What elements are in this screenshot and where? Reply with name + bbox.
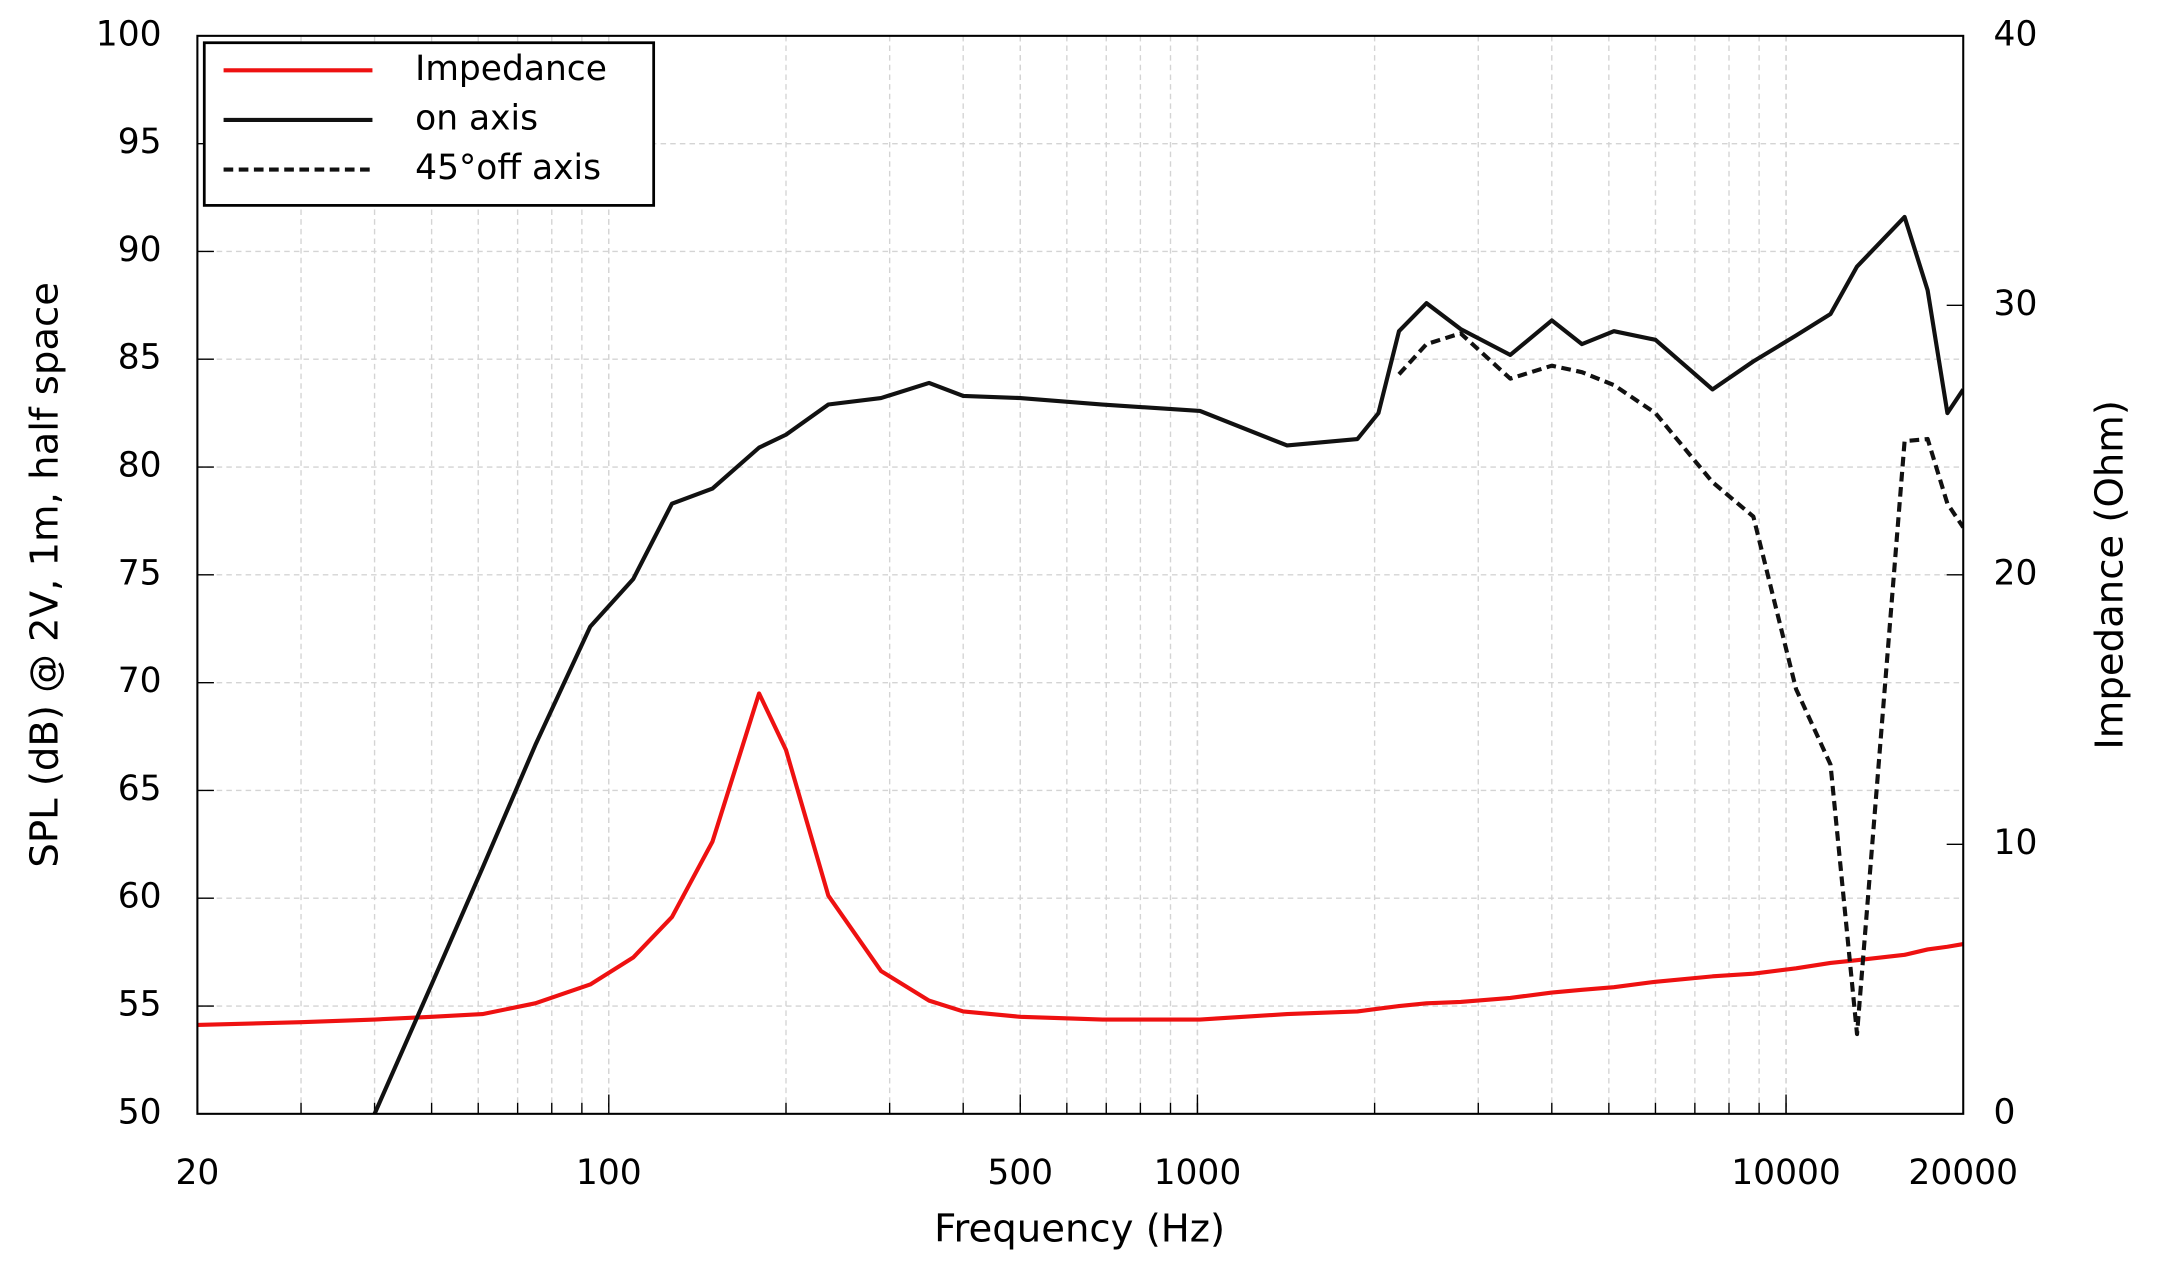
y-tick-label: 60: [118, 877, 162, 917]
legend-label: 45°off axis: [415, 148, 601, 188]
y-tick-label: 85: [118, 338, 162, 378]
y-tick-label: 50: [118, 1092, 162, 1132]
x-tick-label: 500: [987, 1153, 1053, 1193]
x-tick-label: 1000: [1154, 1153, 1242, 1193]
y-tick-label: 65: [118, 769, 162, 809]
y-tick-label: 80: [118, 446, 162, 486]
y-tick-label: 95: [118, 122, 162, 162]
x-tick-label: 20: [175, 1153, 219, 1193]
y-tick-label: 55: [118, 985, 162, 1025]
y-tick-label: 70: [118, 661, 162, 701]
y2-tick-label: 40: [1994, 14, 2038, 54]
plot-frame: [196, 34, 1965, 1115]
x-axis-title: Frequency (Hz): [934, 1206, 1225, 1251]
y-tick-label: 90: [118, 230, 162, 270]
y2-tick-label: 10: [1994, 823, 2038, 863]
legend-label: on axis: [415, 98, 538, 138]
series-line: [372, 214, 1964, 1114]
x-tick-label: 10000: [1731, 1153, 1841, 1193]
x-tick-label: 20000: [1908, 1153, 2018, 1193]
y-tick-label: 75: [118, 553, 162, 593]
y-axis-title: SPL (dB) @ 2V, 1m, half space: [23, 282, 68, 868]
y2-tick-label: 20: [1994, 553, 2038, 593]
series-line: [197, 691, 1964, 1027]
legend-label: Impedance: [415, 49, 607, 89]
series-line: [1397, 331, 1964, 1037]
x-tick-label: 100: [576, 1153, 642, 1193]
y2-tick-label: 0: [1994, 1092, 2016, 1132]
y2-tick-label: 30: [1994, 284, 2038, 324]
y2-axis-title: Impedance (Ohm): [2088, 400, 2133, 749]
y-tick-label: 100: [96, 14, 162, 54]
